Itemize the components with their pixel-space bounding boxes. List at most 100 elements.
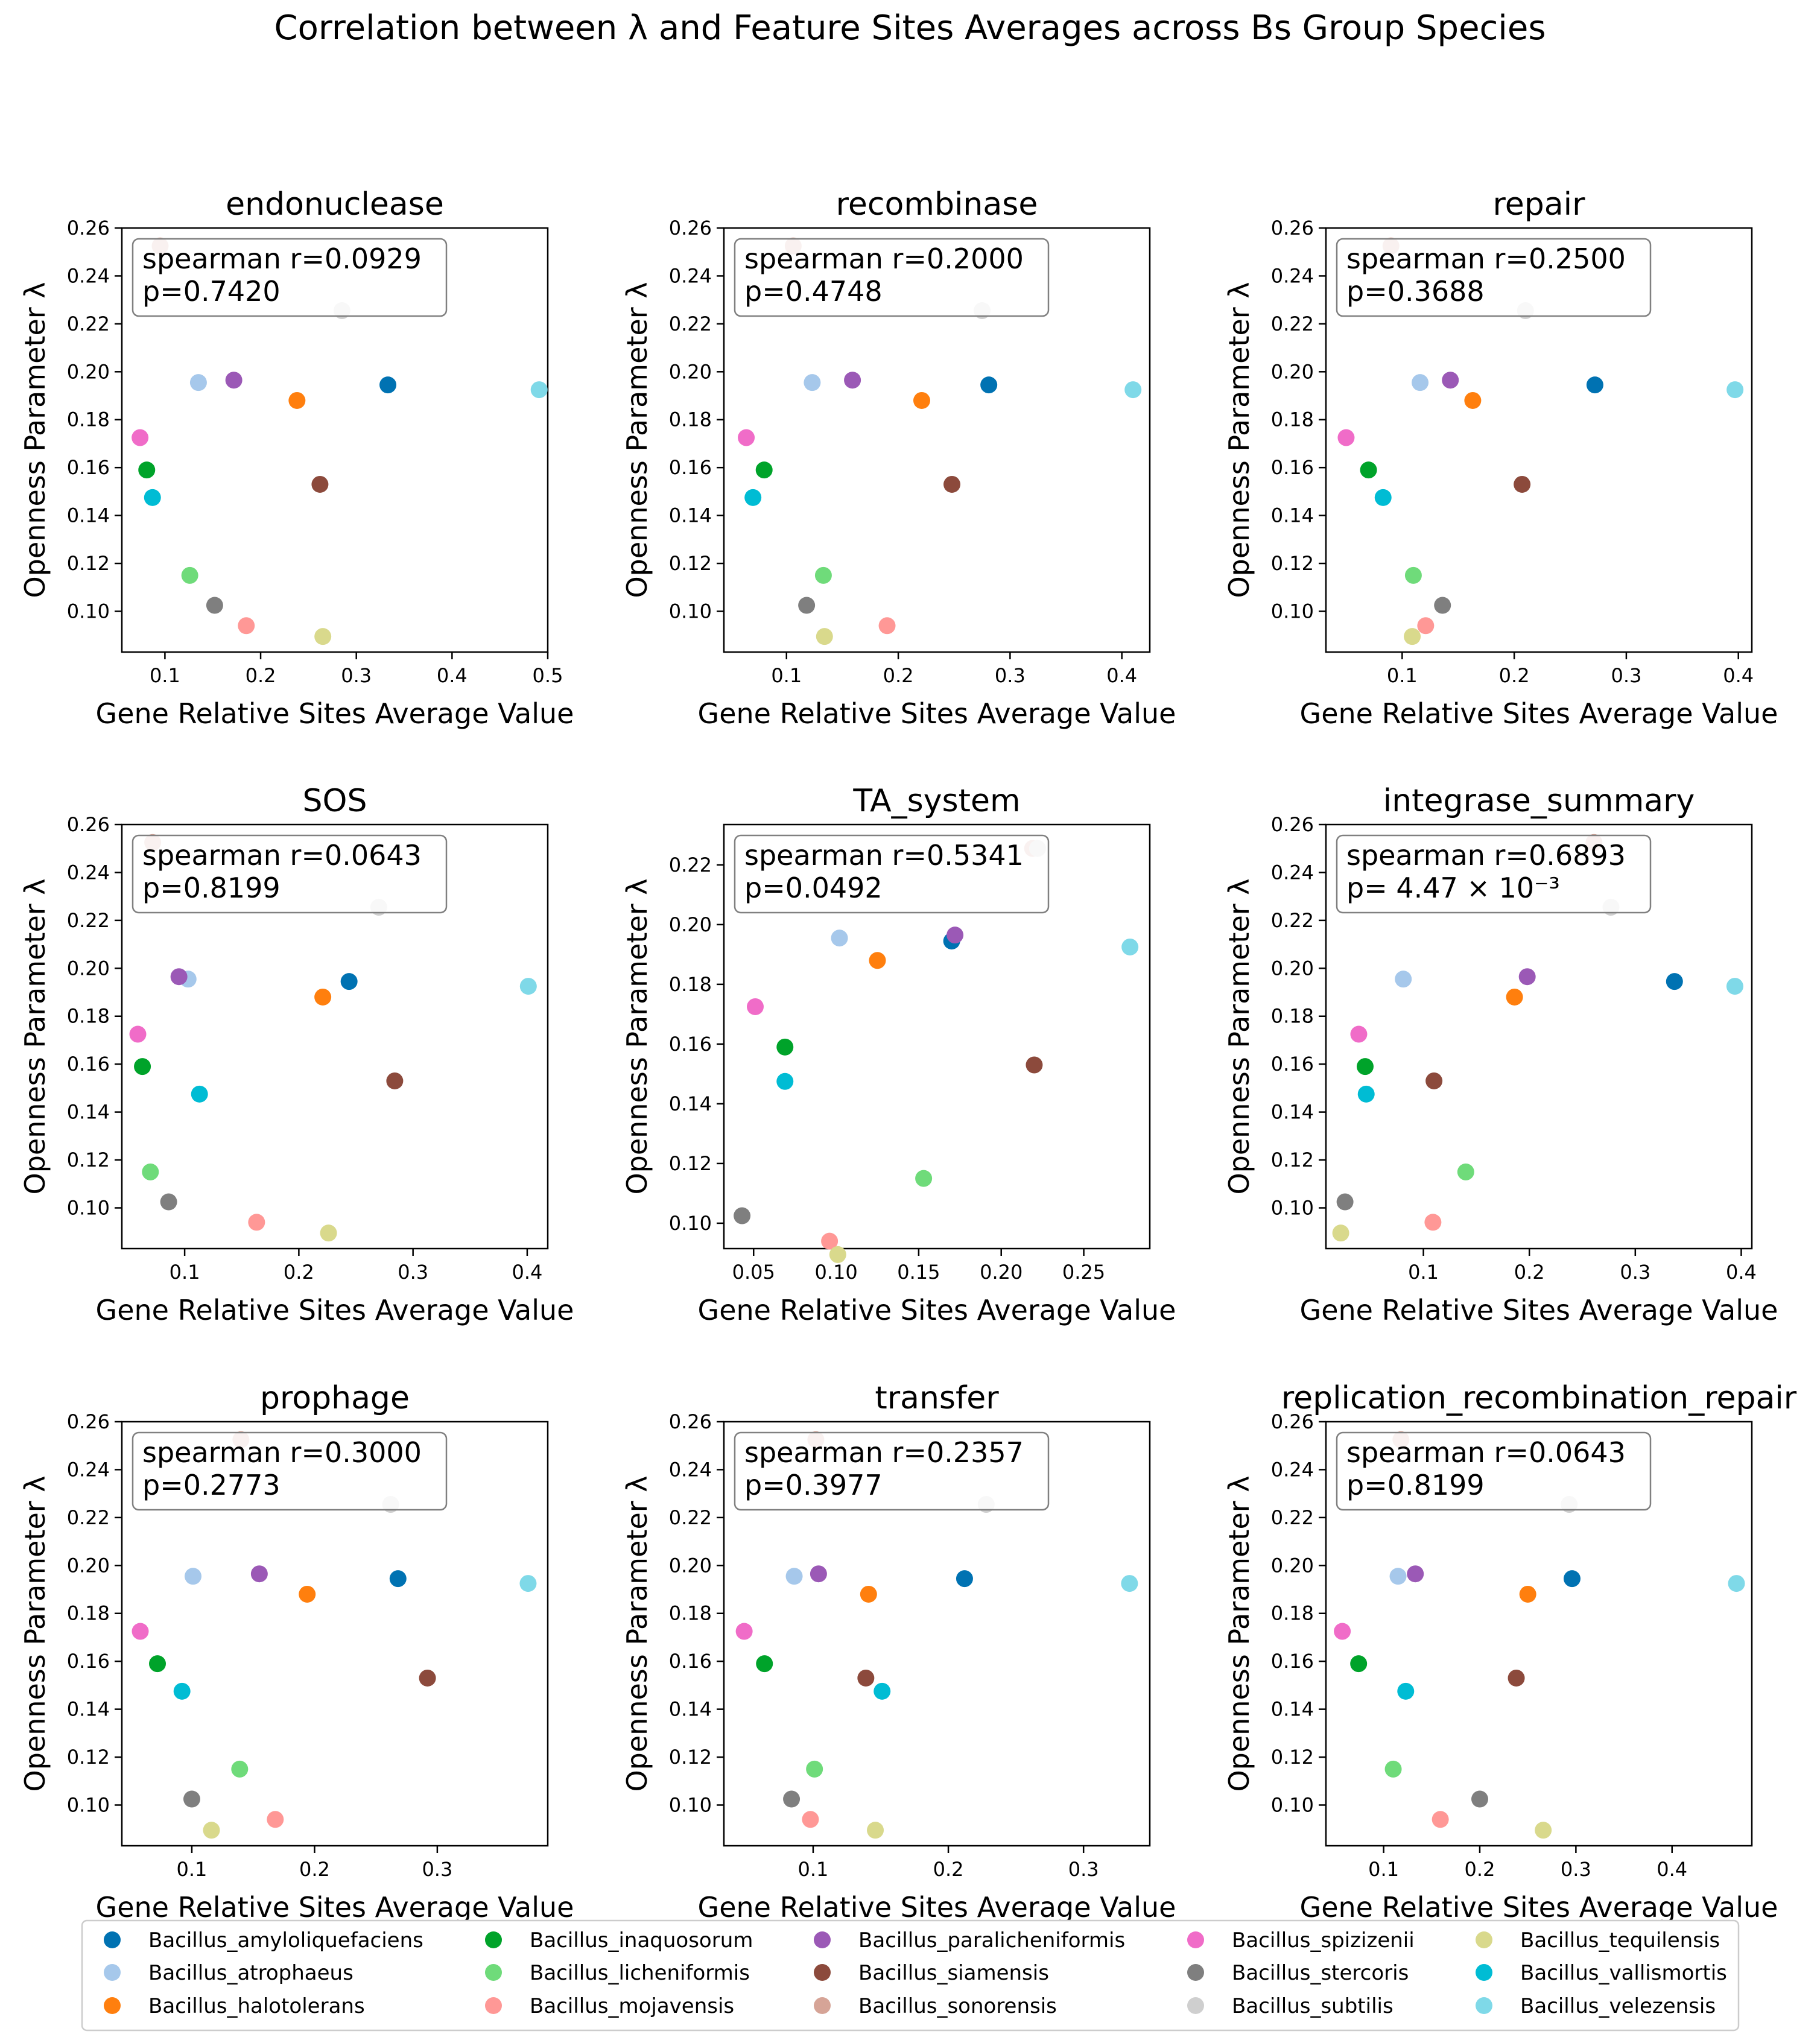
y-tick-label: 0.18 [669, 973, 712, 996]
figure-title: Correlation between λ and Feature Sites … [274, 8, 1546, 48]
point-amyloliquefaciens [1586, 376, 1603, 394]
point-spizizenii [735, 1623, 753, 1640]
subplot-replication_recombination_repair: replication_recombination_repair 0.10 0.12… [1223, 1380, 1797, 1924]
axes-frame [1325, 823, 1753, 1250]
y-tick-label: 0.22 [1271, 1506, 1314, 1529]
subplot-transfer: transfer 0.10 0.12 0.14 0.16 0.18 0.20 0.22 0.24… [621, 1380, 1176, 1924]
point-atrophaeus [785, 1568, 803, 1585]
point-mojavensis [248, 1214, 265, 1231]
subplot-endonuclease: endonuclease 0.10 0.12 0.14 0.16 0.18 0.20 0.22… [19, 186, 574, 730]
point-inaquosorum [1360, 461, 1377, 479]
x-tick-label: 0.3 [1561, 1858, 1591, 1881]
point-velezensis [519, 1575, 537, 1592]
point-siamensis [943, 475, 961, 493]
legend-marker [814, 1964, 831, 1981]
y-tick-label: 0.20 [1271, 957, 1314, 980]
point-tequilensis [1404, 628, 1421, 645]
x-tick-label: 0.4 [1723, 664, 1754, 687]
point-paralicheniformis [1442, 372, 1459, 389]
x-tick-label: 0.4 [1657, 1858, 1687, 1881]
legend-marker [814, 1931, 831, 1948]
y-tick-label: 0.10 [67, 1196, 110, 1219]
x-tick-label: 0.1 [1408, 1261, 1439, 1284]
y-tick-label: 0.14 [67, 504, 110, 527]
x-tick-label: 0.4 [512, 1261, 542, 1284]
stats-box [1336, 1431, 1652, 1511]
point-siamensis [311, 475, 329, 493]
legend-marker [1187, 1931, 1204, 1948]
x-axis-label: Gene Relative Sites Average Value [698, 697, 1176, 730]
axes-frame [1325, 227, 1753, 653]
point-velezensis [1121, 938, 1139, 955]
y-tick-label: 0.20 [669, 913, 712, 936]
point-inaquosorum [138, 461, 156, 479]
legend-marker [485, 1997, 502, 2014]
point-atrophaeus [185, 1568, 202, 1585]
legend-item: Bacillus_amyloliquefaciens [104, 1928, 423, 1953]
point-tequilensis [867, 1822, 884, 1839]
x-axis-label: Gene Relative Sites Average Value [698, 1294, 1176, 1326]
y-tick-label: 0.10 [67, 1793, 110, 1816]
point-velezensis [1726, 381, 1744, 399]
point-paralicheniformis [170, 968, 188, 986]
stats-r-text: spearman r=0.6893 [1346, 839, 1626, 872]
y-tick-label: 0.18 [1271, 1005, 1314, 1028]
legend-label: Bacillus_paralicheniformis [858, 1928, 1125, 1953]
x-axis-label: Gene Relative Sites Average Value [96, 697, 574, 730]
y-tick-label: 0.20 [1271, 1554, 1314, 1577]
point-vallismortis [874, 1682, 891, 1700]
stats-r-text: spearman r=0.2357 [744, 1436, 1024, 1469]
y-tick-label: 0.18 [1271, 408, 1314, 431]
legend-item: Bacillus_spizizenii [1187, 1928, 1415, 1953]
point-halotolerans [299, 1585, 316, 1603]
legend-label: Bacillus_tequilensis [1520, 1928, 1720, 1953]
y-tick-label: 0.22 [67, 909, 110, 932]
point-spizizenii [132, 1623, 149, 1640]
stats-p-text: p=0.4748 [744, 275, 883, 308]
legend-item: Bacillus_atrophaeus [104, 1961, 354, 1985]
legend-label: Bacillus_velezensis [1520, 1994, 1716, 2018]
y-tick-label: 0.24 [1271, 264, 1314, 287]
point-stercoris [206, 597, 223, 614]
subplot-recombinase: recombinase 0.10 0.12 0.14 0.16 0.18 0.20 0.22 0… [621, 186, 1176, 730]
y-tick-label: 0.24 [1271, 1458, 1314, 1481]
subplot-title: replication_recombination_repair [1281, 1380, 1797, 1416]
point-paralicheniformis [810, 1565, 827, 1583]
point-spizizenii [1337, 429, 1355, 446]
point-paralicheniformis [844, 372, 861, 389]
point-paralicheniformis [250, 1565, 268, 1583]
x-tick-label: 0.2 [284, 1261, 314, 1284]
point-amyloliquefaciens [340, 973, 358, 990]
point-licheniformis [142, 1163, 159, 1180]
y-tick-label: 0.22 [669, 854, 712, 876]
x-tick-label: 0.1 [771, 664, 802, 687]
y-tick-label: 0.10 [1271, 1196, 1314, 1219]
point-vallismortis [776, 1072, 794, 1090]
point-velezensis [1726, 978, 1743, 995]
y-tick-label: 0.18 [67, 1005, 110, 1028]
y-tick-label: 0.24 [669, 1458, 712, 1481]
point-inaquosorum [1356, 1058, 1374, 1075]
point-licheniformis [915, 1170, 933, 1187]
x-tick-label: 0.3 [398, 1261, 428, 1284]
y-tick-label: 0.14 [669, 1092, 712, 1115]
point-paralicheniformis [225, 372, 243, 389]
y-tick-label: 0.12 [1271, 552, 1314, 575]
x-axis-label: Gene Relative Sites Average Value [96, 1294, 574, 1326]
point-siamensis [857, 1669, 875, 1687]
point-mojavensis [1417, 617, 1435, 635]
legend-item: Bacillus_mojavensis [485, 1994, 734, 2018]
subplot-title: endonuclease [226, 186, 444, 223]
point-vallismortis [744, 489, 762, 506]
legend-marker [485, 1931, 502, 1948]
legend-item: Bacillus_halotolerans [104, 1994, 365, 2018]
stats-r-text: spearman r=0.2500 [1346, 242, 1626, 275]
stats-box [734, 834, 1050, 914]
y-tick-label: 0.16 [1271, 1053, 1314, 1075]
x-tick-label: 0.2 [1514, 1261, 1545, 1284]
legend-label: Bacillus_siamensis [858, 1961, 1049, 1985]
stats-r-text: spearman r=0.0643 [1346, 1436, 1626, 1469]
point-siamensis [386, 1072, 404, 1089]
x-tick-label: 0.3 [341, 664, 372, 687]
x-axis-label: Gene Relative Sites Average Value [96, 1891, 574, 1924]
